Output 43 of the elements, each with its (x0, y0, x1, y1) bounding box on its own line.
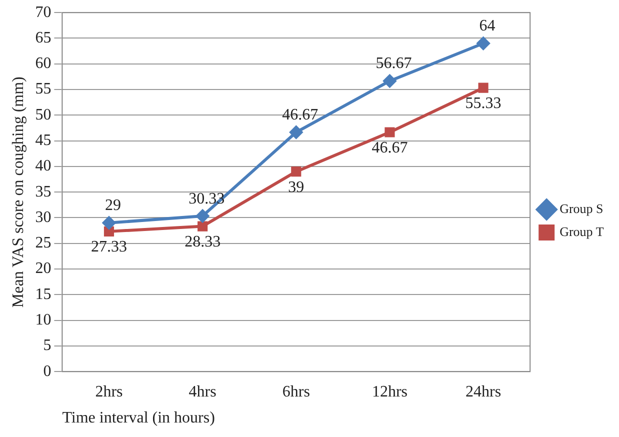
legend-label: Group S (560, 200, 604, 216)
data-label: 28.33 (184, 234, 221, 251)
point (478, 82, 488, 93)
point (198, 221, 208, 232)
point (291, 166, 302, 177)
y-tick-label: 30 (35, 208, 52, 226)
y-tick-label: 50 (35, 106, 52, 124)
x-tick-label: 4hrs (188, 383, 216, 400)
y-tick-label: 60 (35, 55, 52, 72)
data-label: 27.33 (90, 238, 127, 256)
y-tick-label: 55 (35, 80, 52, 98)
y-tick-label: 35 (35, 183, 52, 200)
data-label: 29 (104, 197, 121, 214)
y-tick-label: 70 (35, 4, 52, 21)
data-label: 56.67 (376, 55, 412, 72)
x-tick-label: 2hrs (95, 383, 123, 400)
x-axis-title: Time interval (in hours) (62, 410, 215, 427)
point (383, 74, 396, 88)
point (196, 210, 210, 223)
y-tick-label: 45 (35, 132, 52, 150)
y-tick-label: 65 (35, 29, 52, 46)
point (104, 226, 114, 236)
data-label: 55.33 (465, 95, 502, 112)
data-label: 64 (479, 18, 496, 35)
x-tick-label: 24hrs (466, 383, 502, 400)
y-tick-label: 5 (43, 337, 52, 354)
data-label: 46.67 (372, 139, 408, 156)
y-tick-label: 40 (35, 158, 52, 175)
x-tick-label: 6hrs (282, 383, 310, 400)
data-label: 39 (288, 178, 304, 196)
data-label: 46.67 (282, 106, 318, 124)
y-tick-label: 15 (35, 286, 52, 303)
point (476, 36, 490, 50)
point (384, 127, 395, 138)
y-tick-label: 10 (35, 312, 52, 329)
y-tick-label: 25 (35, 234, 52, 252)
legend-label: Group T (560, 224, 604, 239)
point (102, 216, 116, 230)
x-tick-label: 12hrs (372, 383, 408, 400)
y-tick-label: 20 (35, 260, 52, 278)
point (290, 126, 303, 139)
y-tick-label: 0 (43, 362, 52, 380)
y-axis-title: Mean VAS score on coughing (mm) (10, 76, 27, 308)
